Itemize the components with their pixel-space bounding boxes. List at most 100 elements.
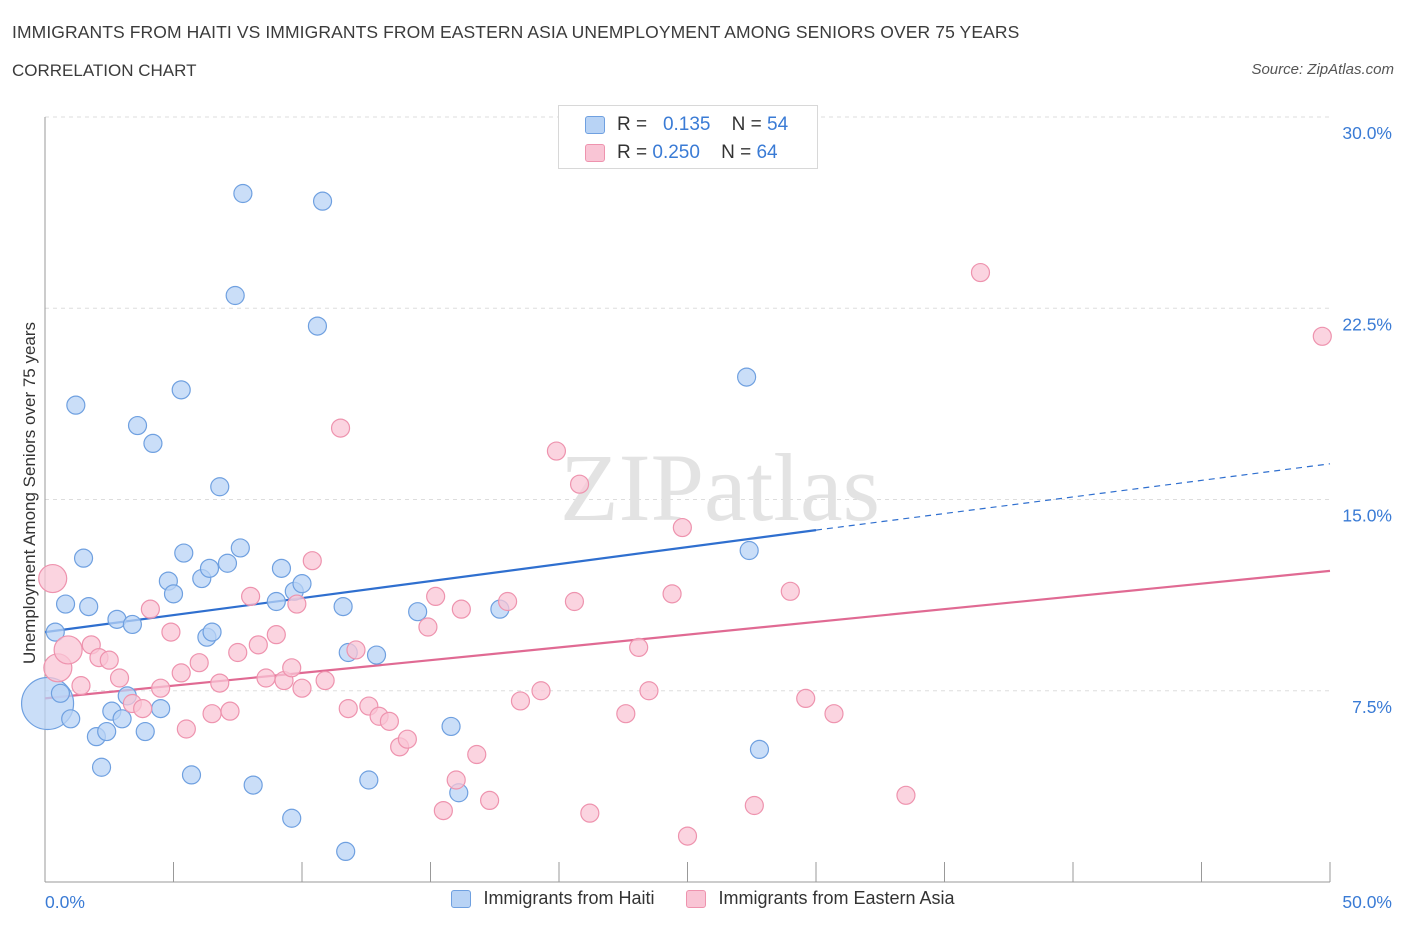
asia-point xyxy=(266,625,286,645)
x-tick-label: 0.0% xyxy=(45,892,85,912)
asia-point xyxy=(639,681,659,701)
haiti-point xyxy=(282,808,302,828)
haiti-point xyxy=(66,395,86,415)
series-legend: Immigrants from Haiti Immigrants from Ea… xyxy=(0,888,1406,909)
haiti-point xyxy=(737,367,757,387)
chart-title: IMMIGRANTS FROM HAITI VS IMMIGRANTS FROM… xyxy=(12,22,1020,42)
haiti-point xyxy=(97,721,117,742)
chart-subtitle: CORRELATION CHART xyxy=(12,61,197,80)
asia-point xyxy=(564,591,585,612)
asia-point xyxy=(287,594,307,614)
asia-point xyxy=(241,586,261,607)
asia-point xyxy=(744,795,764,816)
asia-point xyxy=(256,668,276,688)
asia-point xyxy=(569,474,590,494)
asia-r-value: 0.250 xyxy=(652,142,700,163)
y-tick-label: 30.0% xyxy=(1342,123,1392,143)
haiti-point xyxy=(79,596,99,617)
asia-point xyxy=(292,678,312,698)
asia-point xyxy=(616,704,636,724)
asia-point xyxy=(780,581,800,601)
haiti-swatch xyxy=(585,116,605,134)
haiti-point xyxy=(217,553,238,573)
haiti-point xyxy=(171,380,191,400)
haiti-point xyxy=(292,574,312,594)
haiti-point xyxy=(151,698,171,719)
asia-point xyxy=(418,617,438,637)
asia-point xyxy=(662,584,682,604)
haiti-point xyxy=(122,614,142,635)
haiti-point xyxy=(336,841,356,862)
legend-label-asia: Immigrants from Eastern Asia xyxy=(718,888,955,908)
y-tick-label: 22.5% xyxy=(1342,314,1392,334)
haiti-point xyxy=(739,540,759,561)
asia-point xyxy=(510,691,531,711)
tick-labels: 7.5% 15.0% 22.5% 30.0% 0.0% 50.0% xyxy=(45,123,1392,912)
asia-point xyxy=(896,785,916,805)
haiti-point xyxy=(163,584,184,604)
asia-point xyxy=(580,803,600,823)
asia-point xyxy=(677,826,698,846)
asia-point xyxy=(970,262,991,283)
asia-point xyxy=(210,673,230,693)
asia-point xyxy=(480,790,500,811)
legend-item-haiti[interactable]: Immigrants from Haiti xyxy=(451,888,654,909)
asia-point xyxy=(38,563,68,594)
asia-point xyxy=(1312,326,1332,346)
legend-item-asia[interactable]: Immigrants from Eastern Asia xyxy=(686,888,955,909)
haiti-point xyxy=(55,594,76,614)
haiti-point xyxy=(243,775,263,795)
haiti-point xyxy=(50,683,71,703)
asia-point xyxy=(282,658,302,678)
asia-point xyxy=(796,688,816,709)
legend-label-haiti: Immigrants from Haiti xyxy=(483,888,655,908)
haiti-point xyxy=(199,558,220,578)
asia-point xyxy=(346,640,366,660)
asia-point xyxy=(446,770,466,790)
r-label: R = xyxy=(617,114,648,135)
asia-point xyxy=(672,517,692,538)
grid-lines xyxy=(45,116,1330,692)
axes xyxy=(44,117,1331,883)
haiti-point xyxy=(174,543,194,563)
asia-point xyxy=(176,719,196,739)
asia-point xyxy=(498,591,518,612)
haiti-swatch xyxy=(451,889,472,908)
asia-trend-line xyxy=(44,569,1331,700)
haiti-point xyxy=(91,757,112,777)
legend-row-haiti: R = 0.135 N = 54 xyxy=(585,113,788,137)
watermark: ZIPatlas xyxy=(560,434,880,541)
haiti-point xyxy=(359,770,379,790)
haiti-point xyxy=(225,285,245,306)
n-label: N = xyxy=(731,114,762,135)
haiti-point xyxy=(230,538,250,558)
asia-point xyxy=(220,701,240,721)
haiti-trend-line xyxy=(44,529,817,634)
r-label: R = xyxy=(617,142,648,163)
asia-point xyxy=(99,650,119,670)
asia-point xyxy=(546,441,567,461)
asia-point xyxy=(451,599,471,619)
asia-point xyxy=(330,418,351,438)
haiti-r-value: 0.135 xyxy=(662,114,711,135)
stats-legend: R = 0.135 N = 54 R = 0.250 N = 64 xyxy=(558,105,818,169)
asia-point xyxy=(161,622,181,642)
haiti-point xyxy=(271,558,292,578)
haiti-point xyxy=(441,716,461,737)
asia-point xyxy=(338,698,358,719)
haiti-point xyxy=(749,739,770,760)
source-label: Source: ZipAtlas.com xyxy=(1251,61,1394,78)
asia-point xyxy=(202,704,222,724)
asia-point xyxy=(531,681,551,701)
haiti-point xyxy=(312,191,333,211)
legend-row-asia: R = 0.250 N = 64 xyxy=(585,141,778,165)
asia-point xyxy=(824,704,844,724)
asia-point xyxy=(629,637,649,658)
asia-point xyxy=(467,744,487,765)
asia-swatch xyxy=(686,889,707,908)
y-tick-label: 7.5% xyxy=(1352,697,1392,717)
asia-point xyxy=(426,586,446,607)
haiti-point xyxy=(73,548,94,568)
y-tick-label: 15.0% xyxy=(1342,506,1392,526)
haiti-point xyxy=(112,709,132,729)
